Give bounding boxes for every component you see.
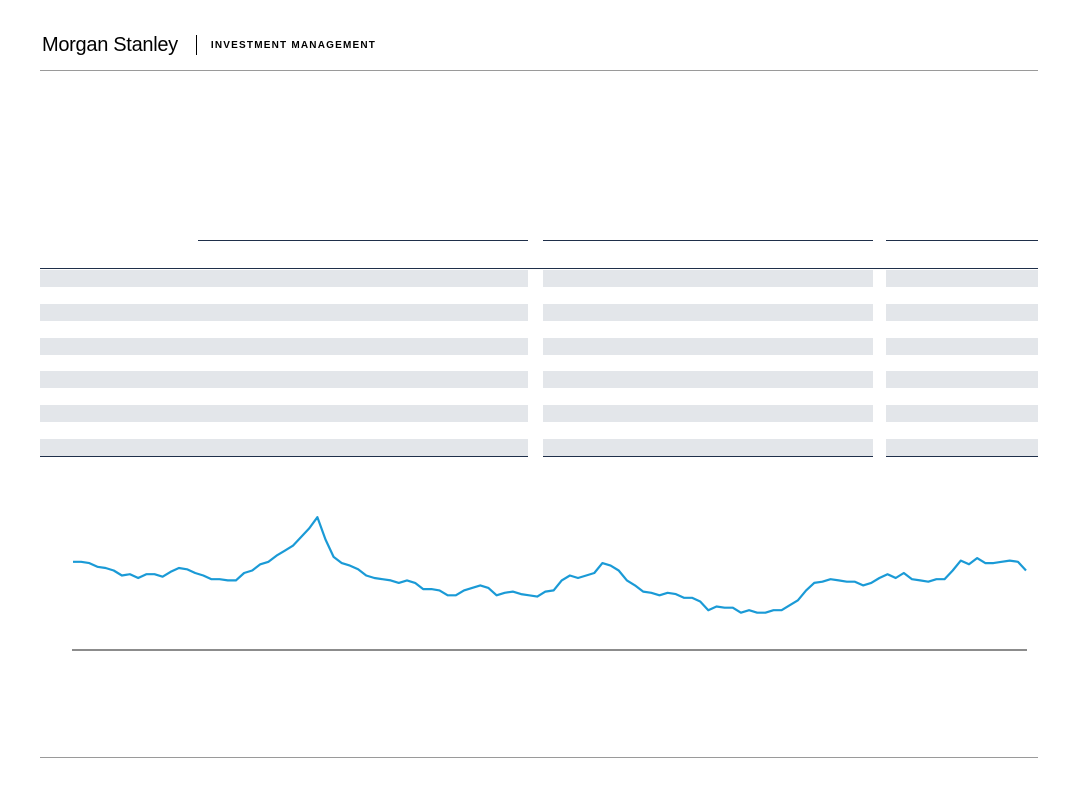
table-row [40,270,1038,287]
table-cell [886,270,1038,287]
logo-separator [195,35,197,55]
series-line [73,516,1027,614]
table-row [40,371,1038,388]
table-cell [886,371,1038,388]
column-header-rule-3 [886,240,1038,241]
table-header-line [40,268,1038,269]
header-rule [40,70,1038,71]
table-cell [40,270,528,287]
table-cell [40,439,528,456]
table-row [40,304,1038,321]
data-table [40,240,1038,457]
footer-rule [40,757,1038,758]
table-row [40,405,1038,422]
table-bottom-rule-1 [40,456,528,457]
division-name: INVESTMENT MANAGEMENT [210,39,377,51]
table-cell [543,371,873,388]
table-cell [886,439,1038,456]
table-cell [886,304,1038,321]
table-cell [543,439,873,456]
table-bottom-rule-2 [543,456,873,457]
table-cell [40,304,528,321]
table-cell [886,338,1038,355]
morgan-stanley-logo: Morgan Stanley [42,33,178,56]
table-cell [40,371,528,388]
column-header-rule-1 [198,240,528,241]
column-header-rule-2 [543,240,873,241]
table-cell [40,338,528,355]
brand-header: Morgan Stanley INVESTMENT MANAGEMENT [42,30,376,60]
table-cell [543,270,873,287]
table-bottom-rule-3 [886,456,1038,457]
table-cell [543,338,873,355]
table-row [40,439,1038,456]
table-cell [543,405,873,422]
table-cell [886,405,1038,422]
table-cell [543,304,873,321]
table-row [40,338,1038,355]
table-cell [40,405,528,422]
